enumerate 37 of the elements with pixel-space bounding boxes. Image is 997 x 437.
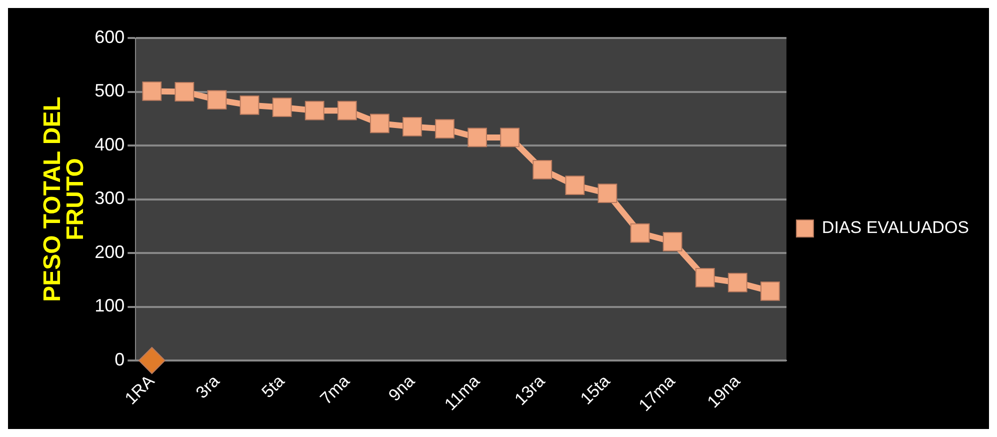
x-tick-label: 1RA — [121, 370, 159, 408]
point — [468, 128, 487, 148]
y-tick-label: 600 — [94, 26, 125, 47]
point — [565, 176, 585, 195]
x-tick-label: 9na — [384, 371, 419, 405]
y-tick-label: 200 — [94, 242, 125, 262]
x-tick-label: 15ta — [576, 371, 614, 408]
point — [272, 98, 292, 118]
x-tick-label: 3ra — [192, 371, 224, 402]
y-axis-title: PESO TOTAL DEL FRUTO — [39, 96, 89, 302]
point — [728, 272, 748, 292]
point — [630, 223, 650, 243]
point — [174, 82, 194, 102]
point — [142, 82, 162, 101]
y-tick-label: 100 — [94, 296, 125, 316]
y-tick-label: 300 — [94, 188, 125, 208]
point — [532, 160, 552, 180]
point — [500, 128, 520, 148]
point — [337, 100, 357, 120]
legend-label: DIAS EVALUADOS — [822, 218, 970, 238]
x-tick-label: 5ta — [258, 371, 289, 402]
point — [695, 268, 715, 288]
x-tick-label: 13ra — [511, 371, 549, 409]
point — [207, 90, 227, 110]
point — [662, 232, 682, 252]
point — [304, 100, 324, 120]
point — [598, 184, 618, 204]
y-tick-label: 500 — [94, 80, 125, 101]
point — [402, 116, 422, 136]
point — [760, 281, 780, 301]
point — [138, 347, 166, 374]
point — [240, 95, 260, 115]
point — [370, 114, 390, 134]
y-tick-label: 400 — [94, 134, 125, 154]
point — [435, 119, 454, 139]
x-tick-label: 7ma — [316, 371, 354, 408]
y-tick-label: 0 — [114, 349, 125, 370]
